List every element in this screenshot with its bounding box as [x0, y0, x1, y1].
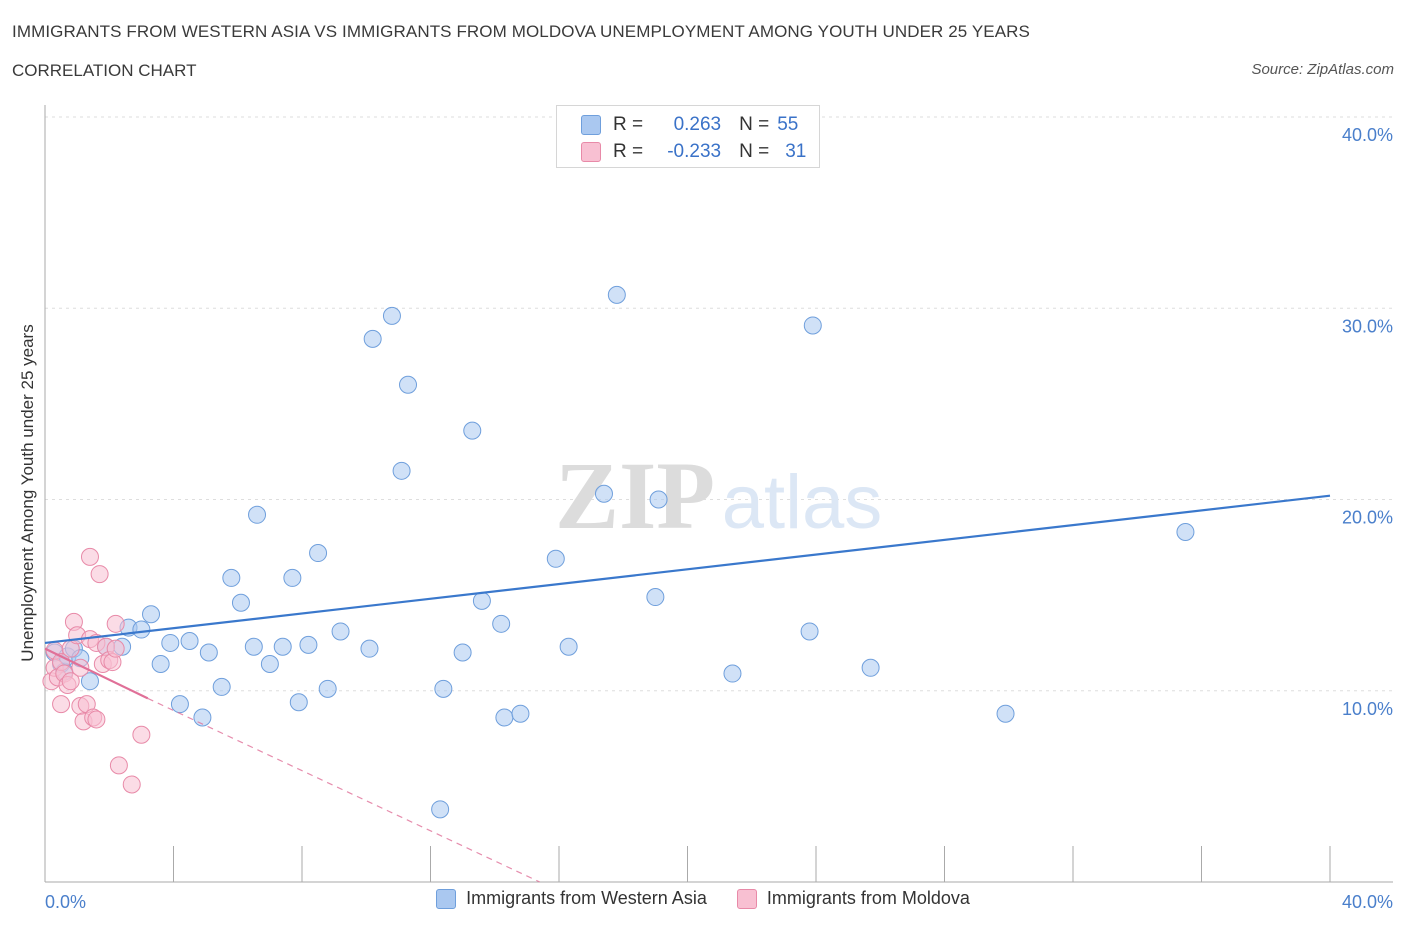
point-western-asia — [132, 620, 151, 639]
point-western-asia — [80, 672, 99, 691]
n-label: N = — [739, 114, 770, 135]
point-western-asia — [273, 637, 292, 656]
point-western-asia — [861, 658, 880, 677]
point-western-asia — [360, 639, 379, 658]
stats-box: R = 0.263 N = 55 R = -0.233 N = 31 — [556, 105, 820, 168]
x-tick-label: 0.0% — [45, 892, 86, 912]
point-moldova — [106, 614, 125, 633]
point-western-asia — [299, 635, 318, 654]
source-label: Source: ZipAtlas.com — [1251, 61, 1394, 78]
point-western-asia — [646, 588, 665, 607]
point-moldova — [106, 639, 125, 658]
point-western-asia — [180, 632, 199, 651]
n-value: 55 — [777, 114, 799, 135]
point-western-asia — [289, 693, 308, 712]
point-western-asia — [431, 800, 450, 819]
point-western-asia — [803, 316, 822, 335]
point-western-asia — [649, 490, 668, 509]
x-tick-label: 40.0% — [1342, 892, 1393, 912]
y-tick-label: 20.0% — [1342, 508, 1393, 528]
y-tick-label: 10.0% — [1342, 699, 1393, 719]
stats-swatch-western-asia — [581, 115, 601, 135]
point-western-asia — [392, 461, 411, 480]
r-label: R = — [613, 141, 644, 162]
legend-item-moldova[interactable]: Immigrants from Moldova — [736, 888, 970, 909]
r-label: R = — [613, 114, 644, 135]
stats-row-western-asia: R = 0.263 N = 55 — [581, 114, 798, 136]
point-moldova — [132, 725, 151, 744]
point-western-asia — [283, 568, 302, 587]
watermark: ZIP atlas — [555, 442, 882, 549]
point-western-asia — [318, 679, 337, 698]
point-western-asia — [511, 704, 530, 723]
point-western-asia — [472, 591, 491, 610]
point-moldova — [80, 547, 99, 566]
point-western-asia — [453, 643, 472, 662]
point-western-asia — [463, 421, 482, 440]
trend-line-moldova-solid — [44, 647, 149, 700]
point-western-asia — [331, 622, 350, 641]
point-western-asia — [800, 622, 819, 641]
watermark-zip: ZIP — [555, 442, 715, 549]
y-axis-label: Unemployment Among Youth under 25 years — [18, 324, 37, 661]
axes — [44, 105, 1393, 883]
legend-swatch-moldova — [736, 888, 757, 909]
legend-label-moldova: Immigrants from Moldova — [766, 888, 970, 908]
legend-label-western-asia: Immigrants from Western Asia — [466, 888, 707, 908]
point-moldova — [122, 775, 141, 794]
point-western-asia — [723, 664, 742, 683]
point-western-asia — [546, 549, 565, 568]
point-moldova — [87, 710, 106, 729]
r-value: 0.263 — [673, 114, 722, 135]
point-western-asia — [309, 544, 328, 563]
point-moldova — [90, 565, 109, 584]
point-western-asia — [199, 643, 218, 662]
point-western-asia — [363, 329, 382, 348]
point-western-asia — [231, 593, 250, 612]
watermark-atlas: atlas — [722, 460, 883, 545]
point-western-asia — [161, 633, 180, 652]
point-western-asia — [1176, 523, 1195, 542]
point-western-asia — [399, 375, 418, 394]
point-western-asia — [495, 708, 514, 727]
point-western-asia — [607, 285, 626, 304]
y-tick-label: 40.0% — [1342, 125, 1393, 145]
n-label: N = — [739, 141, 770, 162]
point-western-asia — [248, 505, 267, 524]
chart-title: IMMIGRANTS FROM WESTERN ASIA VS IMMIGRAN… — [12, 22, 1030, 41]
point-moldova — [109, 756, 128, 775]
trend-line-western-asia — [44, 494, 1331, 645]
trend-line-moldova-dashed — [147, 697, 540, 883]
point-western-asia — [142, 605, 161, 624]
legend: Immigrants from Western Asia Immigrants … — [0, 888, 1406, 909]
point-moldova — [52, 695, 71, 714]
point-western-asia — [559, 637, 578, 656]
r-value: -0.233 — [667, 141, 722, 162]
point-western-asia — [170, 695, 189, 714]
n-value: 31 — [785, 141, 807, 162]
axis-ticks: 10.0% 20.0% 30.0% 40.0% 0.0% 40.0% — [45, 125, 1393, 912]
point-moldova — [61, 672, 80, 691]
point-western-asia — [151, 654, 170, 673]
legend-item-western-asia[interactable]: Immigrants from Western Asia — [436, 888, 707, 909]
point-western-asia — [222, 568, 241, 587]
y-tick-label: 30.0% — [1342, 316, 1393, 336]
point-western-asia — [212, 677, 231, 696]
point-western-asia — [382, 306, 401, 325]
point-western-asia — [244, 637, 263, 656]
stats-swatch-moldova — [581, 142, 601, 162]
chart-subtitle: CORRELATION CHART — [12, 61, 197, 80]
point-western-asia — [434, 679, 453, 698]
legend-swatch-western-asia — [436, 888, 457, 909]
point-western-asia — [996, 704, 1015, 723]
point-western-asia — [492, 614, 511, 633]
stats-row-moldova: R = -0.233 N = 31 — [581, 141, 806, 163]
data-points — [42, 285, 1195, 819]
trend-lines — [44, 494, 1331, 883]
point-western-asia — [260, 654, 279, 673]
point-western-asia — [594, 484, 613, 503]
